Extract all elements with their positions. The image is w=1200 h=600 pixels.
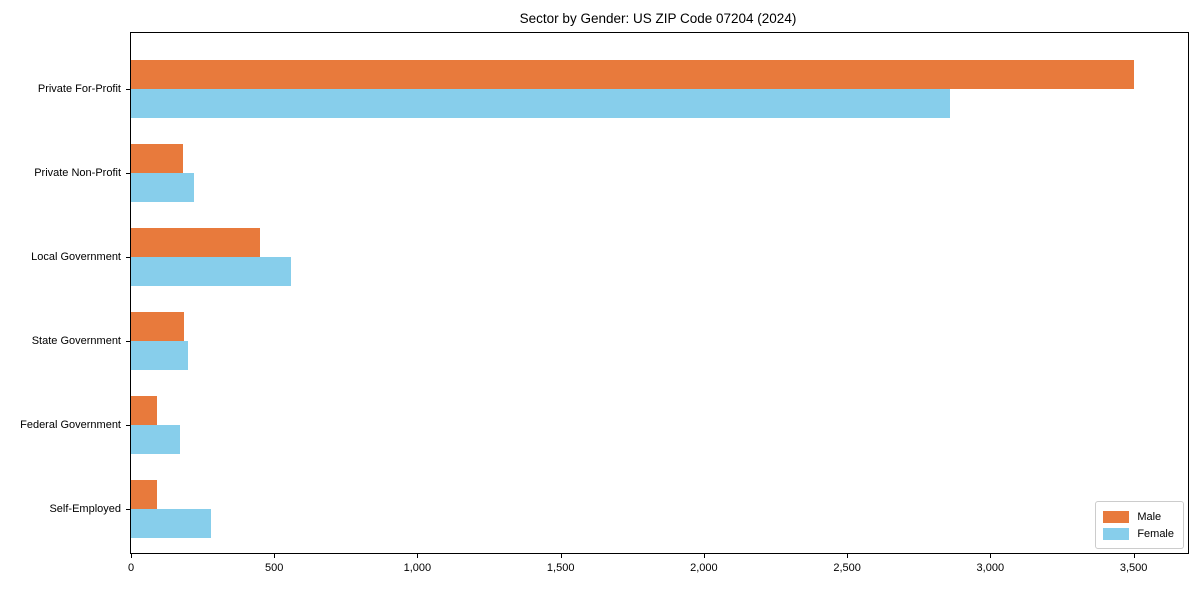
- bar-male-local-government: [131, 228, 260, 257]
- y-axis-tick: [126, 509, 131, 510]
- x-tick-label-1-000: 1,000: [403, 562, 432, 574]
- x-axis-tick: [1133, 553, 1135, 558]
- bar-female-local-government: [131, 257, 292, 286]
- legend-item-female: Female: [1103, 525, 1174, 542]
- x-axis-tick: [274, 553, 276, 558]
- legend-label-male: Male: [1137, 510, 1162, 523]
- y-tick-label-federal-government: Federal Government: [20, 419, 121, 431]
- bar-male-state-government: [131, 312, 184, 341]
- x-tick-label-2-000: 2,000: [690, 562, 718, 574]
- y-axis-tick: [126, 341, 131, 342]
- x-tick-label-0: 0: [127, 562, 135, 574]
- legend-swatch-male: [1103, 510, 1130, 523]
- chart-title: Sector by Gender: US ZIP Code 07204 (202…: [519, 11, 797, 26]
- bar-female-federal-government: [131, 425, 180, 454]
- legend-item-male: Male: [1103, 508, 1174, 525]
- y-axis-tick: [126, 425, 131, 426]
- y-axis-tick: [126, 173, 131, 174]
- x-tick-label-3-000: 3,000: [976, 562, 1005, 574]
- bar-female-private-non-profit: [131, 173, 194, 202]
- bar-male-private-non-profit: [131, 144, 183, 173]
- x-axis-tick: [990, 553, 992, 558]
- plot-area: Male Female Private For-Profit Private No…: [20, 32, 1189, 574]
- legend-swatch-female: [1103, 527, 1130, 540]
- bar-male-private-for-profit: [131, 60, 1134, 89]
- x-axis-tick: [417, 553, 419, 558]
- bar-male-federal-government: [131, 396, 157, 425]
- y-axis-tick: [126, 89, 131, 90]
- y-tick-label-state-government: State Government: [31, 335, 121, 347]
- bar-female-state-government: [131, 341, 189, 370]
- x-axis-tick: [847, 553, 849, 558]
- x-tick-label-3-500: 3,500: [1119, 562, 1148, 574]
- bar-female-self-employed: [131, 509, 212, 538]
- bar-male-self-employed: [131, 480, 157, 509]
- legend-label-female: Female: [1137, 527, 1174, 540]
- x-tick-label-2-500: 2,500: [833, 562, 861, 574]
- bar-female-private-for-profit: [131, 89, 951, 118]
- legend: Male Female: [1095, 501, 1184, 549]
- y-axis-tick: [126, 257, 131, 258]
- y-tick-label-private-non-profit: Private Non-Profit: [34, 167, 121, 179]
- x-axis-tick: [703, 553, 705, 558]
- x-axis-tick: [560, 553, 562, 558]
- x-tick-label-1-500: 1,500: [546, 562, 575, 574]
- y-tick-label-local-government: Local Government: [31, 251, 121, 263]
- x-tick-label-500: 500: [265, 562, 284, 574]
- y-tick-label-private-for-profit: Private For-Profit: [37, 83, 121, 95]
- y-tick-label-self-employed: Self-Employed: [49, 503, 121, 515]
- x-axis-tick: [131, 553, 132, 558]
